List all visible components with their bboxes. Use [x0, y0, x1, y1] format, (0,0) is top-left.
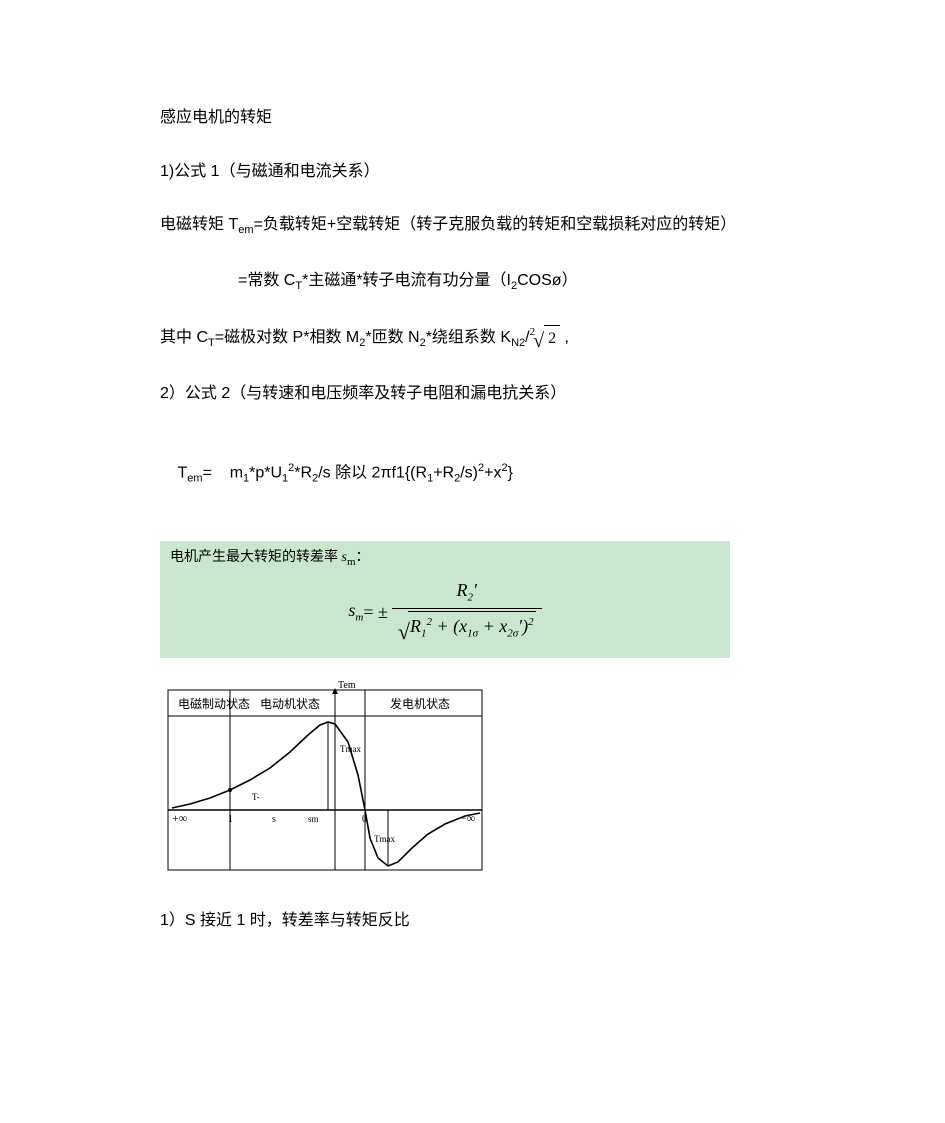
text: +x — [484, 464, 501, 481]
document-page: 感应电机的转矩 1)公式 1（与磁通和电流关系） 电磁转矩 Tem=负载转矩+空… — [0, 0, 945, 1123]
subscript: 1 — [282, 472, 288, 484]
torque-slip-chart: 电磁制动状态电动机状态 发电机状态 Tem +∞ −∞ 1 s sm 0 Tmax T- Tmax — [160, 680, 785, 880]
text: 其中 C — [160, 329, 208, 346]
formula-1-line-2: =常数 CT*主磁通*转子电流有功分量（I2COSø） — [160, 268, 785, 296]
text: 电磁转矩 T — [160, 216, 238, 233]
section-2-heading: 2）公式 2（与转速和电压频率及转子电阻和漏电抗关系） — [160, 381, 785, 407]
fraction: R2′ √ R12 + (x1σ + x2σ′)2 — [392, 576, 542, 648]
torque-slip-svg: 电磁制动状态电动机状态 发电机状态 Tem +∞ −∞ 1 s sm 0 Tmax T- Tmax — [160, 680, 490, 880]
svg-text:电动机状态: 电动机状态 — [260, 697, 320, 711]
subscript: em — [187, 472, 202, 484]
text: *p*U — [249, 464, 282, 481]
sqrt: √ R12 + (x1σ + x2σ′)2 — [398, 611, 536, 643]
svg-text:Tmax: Tmax — [374, 834, 395, 844]
subscript: 1σ — [467, 628, 478, 640]
numerator: R2′ — [451, 576, 483, 608]
text: COSø） — [517, 272, 577, 289]
text: /s 除以 2πf1{(R — [318, 464, 427, 481]
subscript: T — [208, 337, 215, 349]
text: , — [560, 329, 569, 346]
slip-equation: sm = ± R2′ √ R12 + (x1σ + x2σ′)2 — [170, 576, 720, 648]
note-1: 1）S 接近 1 时，转差率与转矩反比 — [160, 908, 785, 934]
subscript: N2 — [511, 337, 525, 349]
svg-text:+∞: +∞ — [172, 811, 187, 825]
subscript: em — [238, 224, 253, 236]
denominator: √ R12 + (x1σ + x2σ′)2 — [392, 608, 542, 648]
sqrt-body: R12 + (x1σ + x2σ′)2 — [408, 611, 536, 643]
doc-title: 感应电机的转矩 — [160, 105, 785, 131]
formula-1-line-1: 电磁转矩 Tem=负载转矩+空载转矩（转子克服负载的转矩和空载损耗对应的转矩） — [160, 212, 785, 240]
text: /s) — [460, 464, 478, 481]
svg-text:T-: T- — [252, 792, 260, 802]
formula-caption: 电机产生最大转矩的转差率 sm： — [170, 547, 720, 571]
radical-radicand: 2 — [544, 325, 560, 352]
text: *绕组系数 K — [426, 329, 511, 346]
subscript: 1 — [421, 628, 427, 640]
radical-sign-icon: √ — [533, 331, 544, 351]
text: = m — [203, 464, 243, 481]
text: } — [508, 464, 513, 481]
var-R1: R — [410, 616, 421, 636]
text: T — [178, 464, 188, 481]
text: +R — [433, 464, 454, 481]
text: + (x — [432, 616, 467, 636]
radical-sqrt2: 2√2 — [530, 324, 560, 352]
text: *R — [294, 464, 312, 481]
svg-text:−∞: −∞ — [460, 811, 475, 825]
ct-definition: 其中 CT=磁极对数 P*相数 M2*匝数 N2*绕组系数 KN2/2√2 , — [160, 324, 785, 353]
formula-2: Tem= m1*p*U12*R2/s 除以 2πf1{(R1+R2/s)2+x2… — [160, 434, 785, 513]
svg-text:sm: sm — [308, 814, 319, 824]
subscript: m — [355, 612, 363, 624]
svg-text:电磁制动状态: 电磁制动状态 — [178, 696, 250, 711]
svg-text:0: 0 — [362, 814, 367, 825]
var-R: R — [457, 580, 468, 600]
section-1-heading: 1)公式 1（与磁通和电流关系） — [160, 159, 785, 185]
subscript: m — [347, 556, 356, 568]
subscript: 2σ — [507, 628, 518, 640]
text: *主磁通*转子电流有功分量（I — [302, 272, 511, 289]
prime: ′ — [473, 580, 477, 600]
svg-text:1: 1 — [228, 814, 233, 825]
equals-pm: = ± — [363, 598, 388, 627]
text: ： — [356, 550, 370, 565]
superscript: 2 — [528, 616, 534, 628]
svg-text:s: s — [272, 814, 276, 825]
max-slip-formula-box: 电机产生最大转矩的转差率 sm： sm = ± R2′ √ R12 + (x1σ… — [160, 541, 730, 658]
text: =常数 C — [238, 272, 295, 289]
svg-text:Tem: Tem — [338, 680, 356, 691]
text: =磁极对数 P*相数 M — [215, 329, 359, 346]
svg-text:发电机状态: 发电机状态 — [390, 696, 450, 711]
text: =负载转矩+空载转矩（转子克服负载的转矩和空载损耗对应的转矩） — [254, 216, 737, 233]
text: + x — [478, 616, 507, 636]
text: *匝数 N — [365, 329, 419, 346]
svg-text:Tmax: Tmax — [340, 744, 361, 754]
text: 电机产生最大转矩的转差率 — [170, 550, 342, 565]
lhs: sm — [348, 596, 363, 627]
